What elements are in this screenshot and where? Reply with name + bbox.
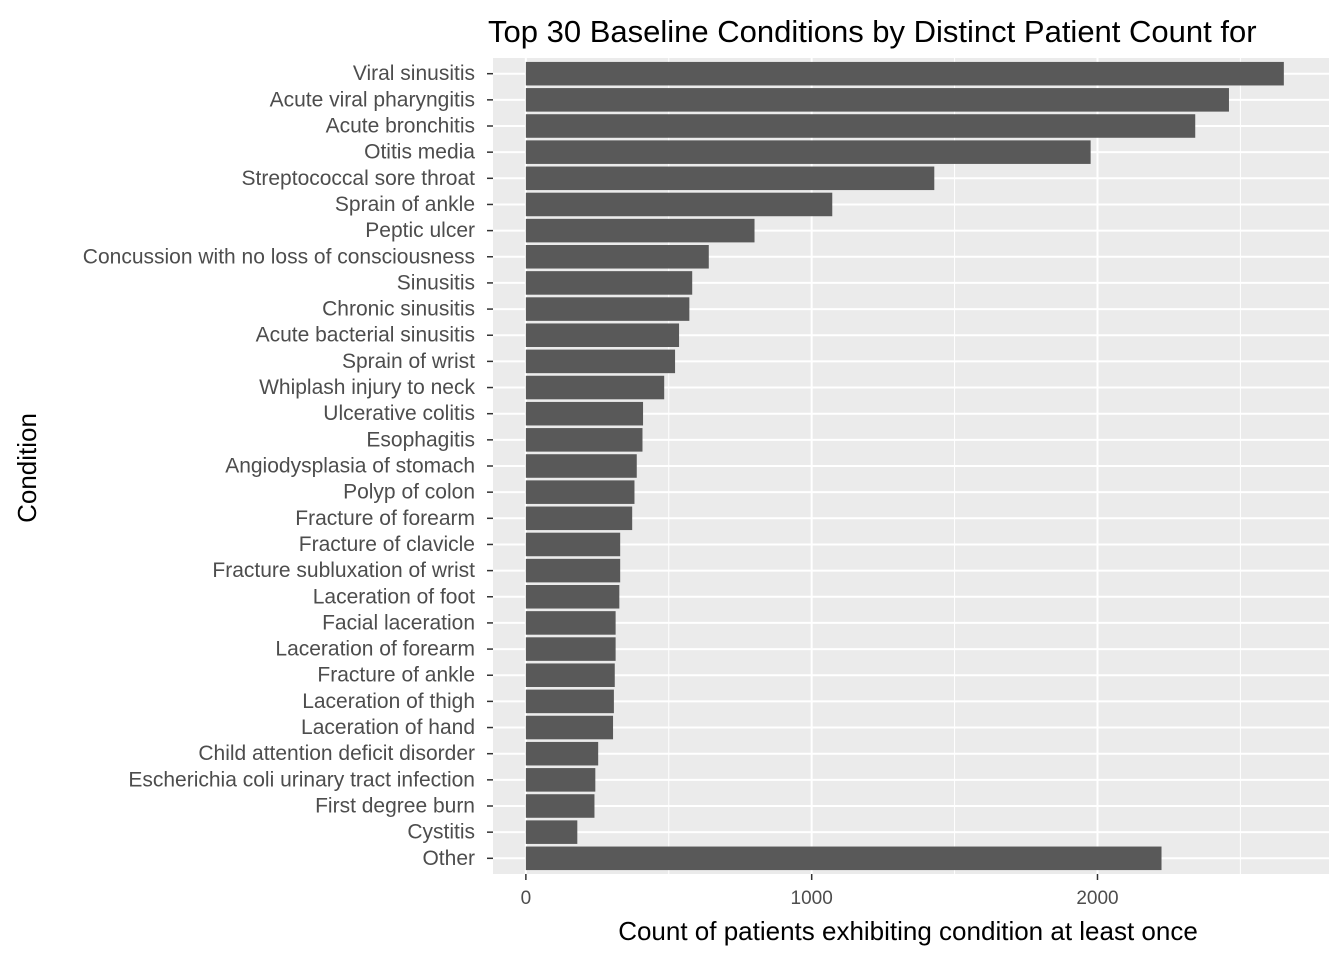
bars <box>525 61 1284 871</box>
y-tick-label: Fracture of ankle <box>317 664 475 687</box>
bar <box>525 820 578 844</box>
y-tick-label: Sprain of wrist <box>342 350 475 373</box>
y-tick-label: Facial laceration <box>322 611 475 634</box>
x-tick-label: 0 <box>521 888 532 909</box>
chart-title: Top 30 Baseline Conditions by Distinct P… <box>488 14 1257 49</box>
y-tick-label: Viral sinusitis <box>353 62 475 85</box>
y-tick-label: Ulcerative colitis <box>323 402 475 425</box>
bar <box>525 192 833 217</box>
bar <box>525 689 614 714</box>
bar <box>525 323 680 347</box>
y-tick-label: Peptic ulcer <box>365 219 475 242</box>
bar <box>525 768 596 792</box>
y-tick-label: Child attention deficit disorder <box>198 742 475 765</box>
x-tick-label: 1000 <box>791 888 833 909</box>
bar <box>525 297 690 321</box>
bar <box>525 88 1229 112</box>
y-tick-label: Cystitis <box>407 821 475 844</box>
y-tick-label: Angiodysplasia of stomach <box>225 455 475 478</box>
y-tick-label: Whiplash injury to neck <box>259 376 475 399</box>
bar <box>525 741 599 766</box>
y-tick-label: Laceration of forearm <box>275 638 475 661</box>
bar <box>525 401 644 426</box>
bar <box>525 271 693 295</box>
bar <box>525 637 616 661</box>
y-tick-label: Acute bacterial sinusitis <box>256 324 475 347</box>
bar <box>525 506 633 531</box>
bar <box>525 715 614 740</box>
x-tick-label: 2000 <box>1076 888 1118 909</box>
y-tick-label: Streptococcal sore throat <box>242 167 476 190</box>
y-tick-label: Otitis media <box>364 141 475 164</box>
bar <box>525 140 1091 164</box>
bar <box>525 846 1162 871</box>
x-axis-title: Count of patients exhibiting condition a… <box>618 916 1198 946</box>
y-tick-label: Fracture subluxation of wrist <box>212 559 475 582</box>
x-axis: 0 1000 2000 <box>521 874 1119 909</box>
y-tick-label: Laceration of thigh <box>302 690 475 713</box>
bar <box>525 375 665 400</box>
bar <box>525 558 621 583</box>
bar <box>525 166 935 191</box>
bar <box>525 349 676 374</box>
y-tick-label: Other <box>422 847 475 870</box>
y-tick-label: Concussion with no loss of consciousness <box>83 245 475 268</box>
bar <box>525 245 709 269</box>
y-tick-label: Fracture of forearm <box>295 507 475 530</box>
y-tick-label: Laceration of foot <box>313 585 475 608</box>
y-tick-label: Chronic sinusitis <box>322 298 475 321</box>
bar <box>525 218 755 243</box>
bar <box>525 532 621 557</box>
bar <box>525 611 616 635</box>
bar <box>525 480 635 504</box>
bar <box>525 428 643 452</box>
y-tick-label: Escherichia coli urinary tract infection <box>128 768 475 791</box>
y-axis: Viral sinusitis Acute viral pharyngitis Ac… <box>83 62 493 870</box>
y-tick-label: Fracture of clavicle <box>299 533 475 556</box>
y-tick-label: First degree burn <box>315 795 475 818</box>
y-tick-label: Esophagitis <box>366 428 475 451</box>
y-tick-label: Acute viral pharyngitis <box>270 88 475 111</box>
y-tick-label: Polyp of colon <box>343 481 475 504</box>
bar <box>525 794 595 818</box>
y-tick-label: Acute bronchitis <box>326 115 475 138</box>
y-axis-title: Condition <box>12 413 42 523</box>
bar <box>525 61 1284 86</box>
y-tick-label: Sinusitis <box>397 271 475 294</box>
bar <box>525 585 620 609</box>
bar <box>525 454 637 478</box>
y-tick-label: Laceration of hand <box>301 716 475 739</box>
bar <box>525 114 1196 138</box>
bar <box>525 663 615 687</box>
y-tick-label: Sprain of ankle <box>335 193 475 216</box>
